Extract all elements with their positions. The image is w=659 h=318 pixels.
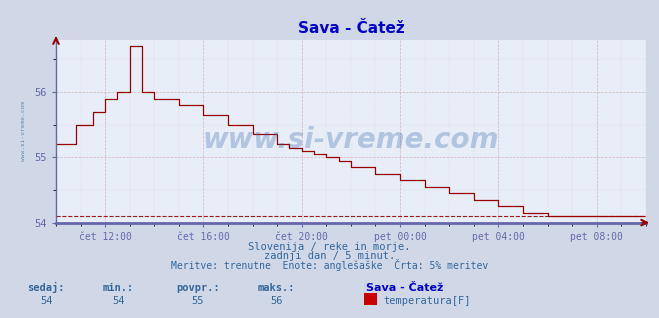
Text: www.si-vreme.com: www.si-vreme.com bbox=[203, 126, 499, 154]
Text: Sava - Čatež: Sava - Čatež bbox=[366, 283, 443, 293]
Text: temperatura[F]: temperatura[F] bbox=[384, 296, 471, 306]
Text: maks.:: maks.: bbox=[258, 283, 295, 293]
Text: www.si-vreme.com: www.si-vreme.com bbox=[21, 101, 26, 161]
Text: 56: 56 bbox=[271, 296, 283, 306]
Text: 54: 54 bbox=[113, 296, 125, 306]
Text: sedaj:: sedaj: bbox=[28, 282, 65, 293]
Text: 54: 54 bbox=[40, 296, 52, 306]
Text: Meritve: trenutne  Enote: anglešaške  Črta: 5% meritev: Meritve: trenutne Enote: anglešaške Črta… bbox=[171, 259, 488, 271]
Text: min.:: min.: bbox=[103, 283, 134, 293]
Text: zadnji dan / 5 minut.: zadnji dan / 5 minut. bbox=[264, 251, 395, 261]
Text: Slovenija / reke in morje.: Slovenija / reke in morje. bbox=[248, 242, 411, 252]
Text: 55: 55 bbox=[192, 296, 204, 306]
Title: Sava - Čatež: Sava - Čatež bbox=[298, 21, 404, 36]
Text: povpr.:: povpr.: bbox=[176, 283, 219, 293]
